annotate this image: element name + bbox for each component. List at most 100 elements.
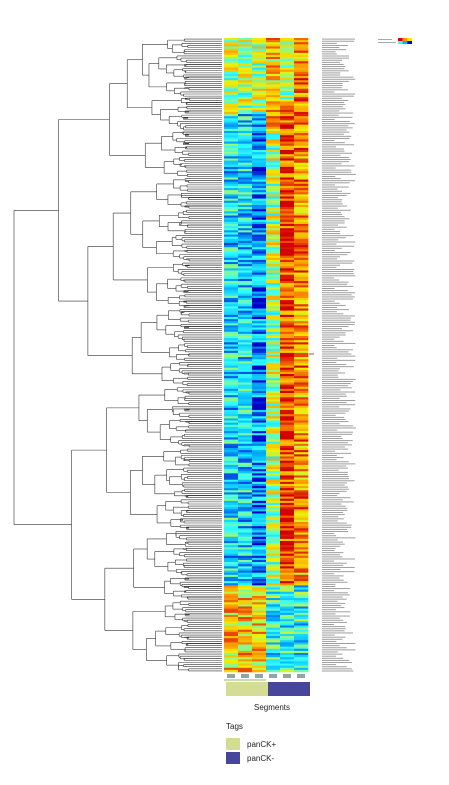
heatmap-cell [252,428,267,432]
heatmap-cell [294,663,309,666]
heatmap-cell [294,521,309,525]
heatmap-cell [252,255,267,259]
row-label [322,545,341,547]
row-label [322,395,347,397]
heatmap-cell [238,304,253,307]
heatmap-cell [252,38,267,41]
heatmap-cell [280,644,295,647]
heatmap-cell [224,665,239,669]
heatmap-cell [224,76,239,79]
row-label [322,137,350,139]
heatmap-cell [280,105,295,109]
heatmap-cell [294,306,309,309]
heatmap-cell [280,374,295,377]
heatmap-cell [280,663,295,666]
heatmap-cell [252,439,267,442]
heatmap-cell [252,242,267,246]
heatmap-cell [238,274,253,278]
heatmap-cell [224,486,239,489]
heatmap-cell [252,352,267,356]
heatmap-cell [252,65,267,68]
heatmap-cell [238,67,253,70]
row-label [322,370,339,372]
heatmap-cell [252,333,267,337]
heatmap-cell [224,188,239,191]
heatmap-cell [280,608,295,612]
heatmap-cell [280,118,295,121]
heatmap-cell [252,139,267,142]
heatmap-cell [224,344,239,347]
row-label [322,80,349,82]
heatmap-cell [266,361,281,364]
heatmap-cell [238,540,253,544]
heatmap-cell [294,101,309,104]
row-label [322,569,341,571]
heatmap-cell [280,604,295,607]
heatmap-cell [224,538,239,542]
heatmap-cell [294,424,309,428]
legend-label-pancK-neg: panCK- [247,753,275,763]
heatmap-cell [224,517,239,521]
heatmap-cell [294,614,309,618]
heatmap-cell [238,264,253,267]
row-label [322,317,352,319]
heatmap-cell [252,44,267,47]
heatmap-cell [294,606,309,609]
heatmap-cell [224,422,239,426]
heatmap-cell [252,367,267,371]
heatmap-cell [294,78,309,81]
heatmap-cell [280,61,295,64]
heatmap-cell [280,384,295,387]
heatmap-cell [238,198,253,202]
heatmap-cell [280,145,295,149]
row-label [322,585,336,587]
row-label [322,118,335,120]
heatmap-cell [280,464,295,468]
heatmap-cell [266,217,281,221]
heatmap-cell [224,92,239,96]
row-label [322,524,352,526]
heatmap-cell [224,97,239,100]
heatmap-cell [266,369,281,373]
heatmap-cell [266,598,281,601]
heatmap-cell [224,283,239,286]
heatmap-cell [280,171,295,174]
heatmap-cell [294,401,309,404]
heatmap-cell [266,669,281,673]
heatmap-cell [294,557,309,561]
heatmap-cell [266,428,281,432]
heatmap-cell [224,264,239,267]
heatmap-cell [252,171,267,174]
heatmap-cell [252,365,267,368]
heatmap-cell [294,551,309,554]
legend-swatch-pancK-neg [226,752,240,764]
heatmap-cell [280,240,295,244]
heatmap-cell [280,266,295,269]
heatmap-cell [252,545,267,548]
row-label [322,235,354,237]
heatmap-cell [252,669,267,673]
heatmap-cell [238,319,253,322]
heatmap-cell [238,460,253,464]
row-label [322,531,349,532]
heatmap-cell [280,424,295,428]
heatmap-cell [280,42,295,45]
heatmap-cell [224,426,239,430]
heatmap-cell [252,162,267,166]
heatmap-cell [252,289,267,292]
heatmap-cell [280,348,295,352]
heatmap-cell [266,621,281,624]
heatmap-cell [266,464,281,468]
row-label [322,438,343,440]
heatmap-cell [224,114,239,117]
row-label [322,142,345,144]
heatmap-cell [294,428,309,432]
heatmap-cell [252,555,267,559]
heatmap-cell [252,340,267,343]
heatmap-cell [280,403,295,407]
row-label [322,116,353,118]
heatmap-cell [238,564,253,567]
heatmap-cell [266,38,281,41]
heatmap-cell [294,245,309,248]
heatmap-cell [280,40,295,43]
